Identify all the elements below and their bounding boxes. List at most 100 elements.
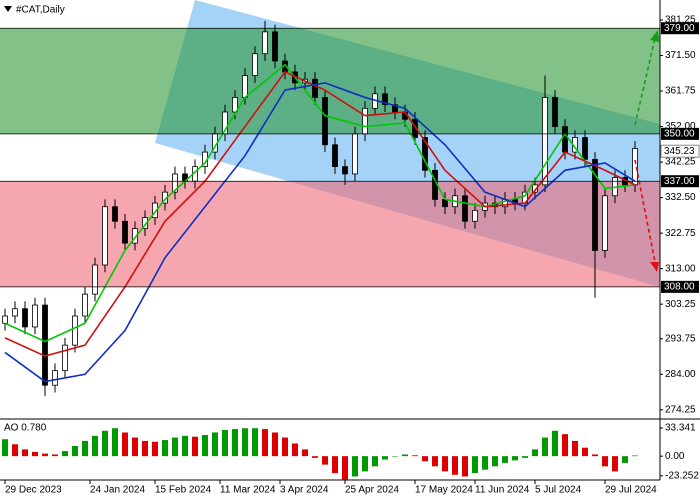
candle-body [382,93,388,106]
ao-bar [552,430,558,457]
plot [2,20,638,397]
ao-bar [432,456,438,467]
ao-bar [542,437,548,457]
moving-average [4,70,636,357]
moving-average [4,63,636,343]
ao-bar [632,455,638,457]
ao-bar [572,440,578,457]
candle-body [102,206,108,266]
candle-body [112,206,118,222]
ao-bar [252,428,258,457]
ao-bar [502,456,508,463]
candle-body [62,344,68,372]
y-tick-label: 332.50 [665,192,696,203]
ao-bar [52,454,58,457]
candle-body [242,75,248,98]
candle-body [422,137,428,171]
y-tick-label: 322.75 [665,228,696,239]
ao-bar [12,444,18,457]
ao-bar [532,449,538,457]
candle-body [72,315,78,346]
ao-bar [442,456,448,472]
ao-bar [292,443,298,457]
x-tick-label: 11 Mar 2024 [220,485,276,496]
ao-bar [512,456,518,461]
ao-bar [242,428,248,457]
level-label: 379.00 [664,23,695,34]
ao-bar [92,435,98,457]
ao-bar [112,428,118,457]
x-tick-label: 5 Jul 2024 [535,485,582,496]
candle-body [262,31,268,55]
candle-body [532,184,538,193]
ao-bar [522,456,528,458]
ao-bar [352,456,358,477]
last-price-label: 345.23 [664,146,695,157]
ao-bar [32,451,38,457]
candle-body [392,104,398,113]
candle-body [172,173,178,193]
ao-bar [262,429,268,457]
y-tick-label: -23.252 [665,470,699,481]
zone [0,28,660,134]
candle-body [152,202,158,219]
candle-body [552,97,558,127]
ao-bar [272,432,278,457]
candle-body [462,195,468,222]
ao-bar [332,456,338,474]
candle-body [52,370,58,386]
ao-bar [612,456,618,472]
ao-bar [102,430,108,457]
candle-body [232,97,238,113]
ao-bar [452,456,458,475]
ao-bar [462,456,468,477]
ao-bar [82,440,88,457]
candle-body [562,126,568,153]
ao-bar [562,434,568,457]
ao-bar [232,429,238,457]
ao-bar [132,437,138,457]
candle-body [412,118,418,138]
candle-body [332,144,338,168]
ao-bar [222,429,228,457]
x-tick-label: 25 Apr 2024 [345,485,399,496]
y-tick-label: 381.25 [665,15,696,26]
candle-body [12,308,18,317]
up-arrow-head [650,30,659,42]
ao-bar [582,447,588,457]
candle-body [312,78,318,98]
ao-bar [322,456,328,465]
ao-bar [2,439,8,457]
ao-bar [302,449,308,457]
ao-bar [372,456,378,467]
candle-body [122,220,128,244]
y-tick-label: 361.75 [665,86,696,97]
ao-bar [472,456,478,474]
y-tick-label: 313.00 [665,263,696,274]
ao-bar [282,437,288,457]
candle-body [362,107,368,135]
candle-body [272,31,278,62]
candle-body [2,315,8,324]
ao-bar [62,451,68,457]
ao-bar [72,446,78,457]
x-tick-label: 29 Jul 2024 [605,485,657,496]
ao-bar [422,456,428,462]
level-box [661,280,699,293]
candle-body [352,133,358,175]
y-tick-label: 303.25 [665,299,696,310]
x-tick-label: 24 Jan 2024 [90,485,145,496]
ao-bar [362,456,368,472]
ao-bar [402,454,408,457]
level-label: 308.00 [664,281,695,292]
candle-body [592,158,598,251]
y-tick-label: 371.50 [665,50,696,61]
down-arrow-head [650,262,659,272]
ao-bar [392,456,398,457]
ao-bar [212,432,218,457]
ao-bar [622,456,628,463]
down-arrow [634,159,656,263]
candle-body [322,97,328,146]
level-box [661,22,699,35]
